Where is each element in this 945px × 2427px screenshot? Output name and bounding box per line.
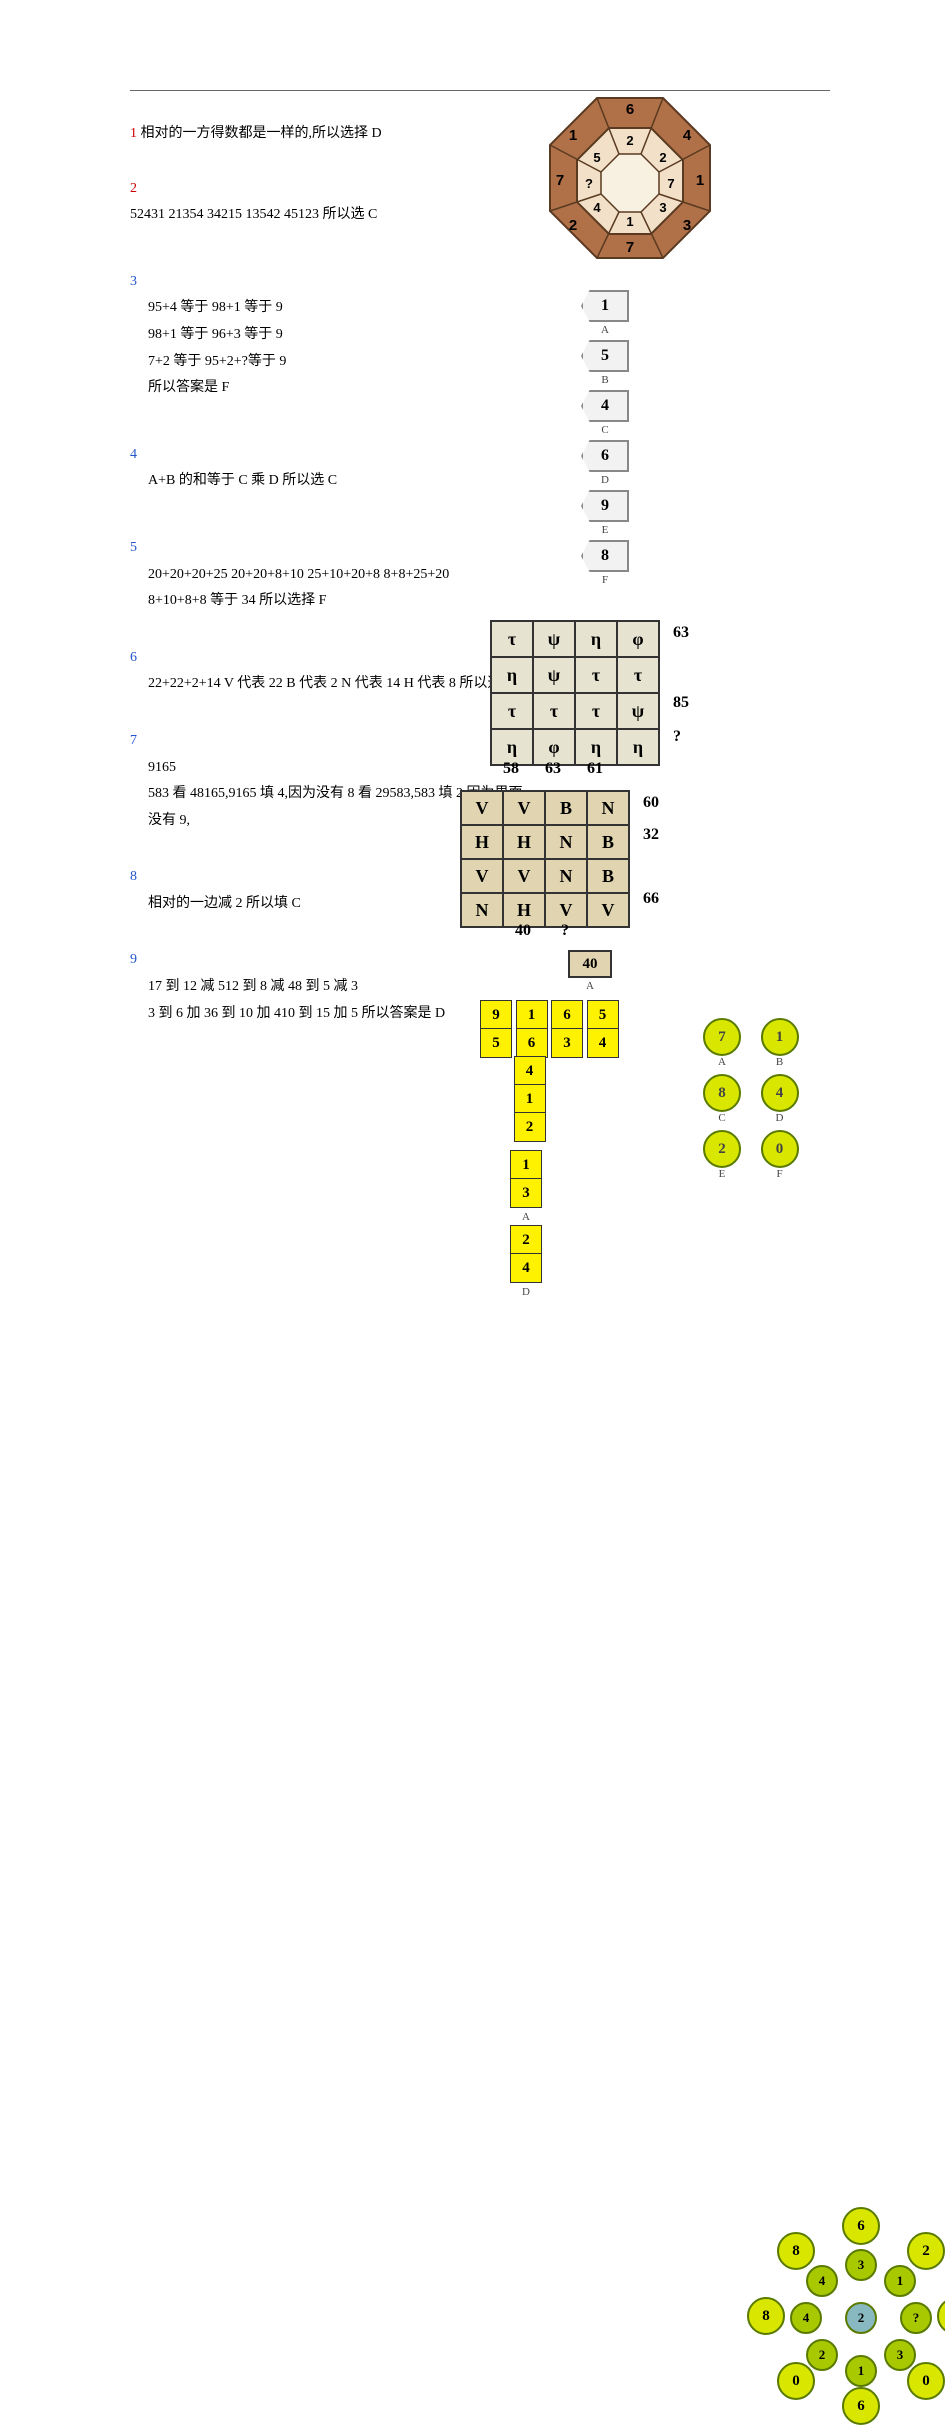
hex-answer-c: 4 C [575, 390, 635, 436]
hex-answer-a: 1 A [575, 290, 635, 336]
q6-num: 6 [130, 650, 137, 665]
q1-num: 1 [130, 126, 137, 141]
svg-text:4: 4 [683, 127, 692, 144]
svg-text:3: 3 [659, 200, 666, 215]
greek-r0: 63 [665, 624, 689, 642]
let-b1: 40 [502, 922, 544, 940]
letter-table: VV BN HH NB VV NB NH VV 60 32 66 40 ? [460, 790, 630, 928]
top-rule [130, 90, 830, 91]
svg-text:3: 3 [683, 217, 691, 234]
q7-top-answer: 40 A [560, 950, 620, 992]
q5-l1: 20+20+20+25 20+20+8+10 25+10+20+8 8+8+25… [148, 562, 528, 589]
q1-text: 相对的一方得数都是一样的,所以选择 D [141, 126, 382, 141]
hex-answer-f: 8 F [575, 540, 635, 586]
q9-l1: 17 到 12 减 512 到 8 减 48 到 5 减 3 [148, 974, 885, 1001]
let-b2: ? [544, 922, 586, 940]
greek-r3: ? [665, 728, 681, 746]
svg-text:2: 2 [626, 133, 633, 148]
svg-text:7: 7 [556, 172, 564, 189]
q7-num: 7 [130, 733, 137, 748]
q9-num: 9 [130, 952, 137, 967]
greek-table: τψ ηφ ηψ ττ ττ τψ ηφ ηη 63 85 ? 58 63 61 [490, 620, 660, 766]
hex-answer-e: 9 E [575, 490, 635, 536]
q3-num: 3 [130, 274, 137, 289]
q4: 4 A+B 的和等于 C 乘 D 所以选 C [130, 442, 885, 495]
q1: 1 相对的一方得数都是一样的,所以选择 D [130, 121, 885, 148]
yellow-grid: 9 1 6 5 5 6 3 4 4 1 2 [480, 1000, 619, 1140]
q6-text: 22+22+2+14 V 代表 22 B 代表 2 N 代表 14 H 代表 8… [148, 671, 528, 698]
q9-circles: 6 2 0 0 6 0 8 8 3 1 ? 3 1 2 4 4 2 [740, 2205, 945, 2425]
svg-text:7: 7 [626, 239, 634, 256]
greek-b1: 63 [532, 760, 574, 778]
q2: 2 52431 21354 34215 13542 45123 所以选 C [130, 176, 885, 229]
q4-text: A+B 的和等于 C 乘 D 所以选 C [148, 468, 885, 495]
svg-text:5: 5 [593, 150, 600, 165]
svg-text:6: 6 [626, 101, 634, 118]
greek-b0: 58 [490, 760, 532, 778]
let-r1: 32 [635, 826, 659, 844]
hex-answer-b: 5 B [575, 340, 635, 386]
svg-text:1: 1 [626, 214, 633, 229]
q2-text: 52431 21354 34215 13542 45123 所以选 C [130, 202, 885, 229]
svg-text:?: ? [585, 176, 593, 191]
q8-answers: 7A 1B 8C 4D 2E 0F [695, 1015, 835, 1183]
let-r3: 66 [635, 890, 659, 908]
svg-text:2: 2 [569, 217, 577, 234]
svg-text:4: 4 [593, 200, 601, 215]
svg-text:1: 1 [569, 127, 577, 144]
hex-answers: 1 A 5 B 4 C 6 D 9 E 8 F [575, 290, 635, 590]
greek-grid: τψ ηφ ηψ ττ ττ τψ ηφ ηη [490, 620, 660, 766]
q3-l2: 98+1 等于 96+3 等于 9 [148, 322, 885, 349]
let-b0 [460, 922, 502, 940]
svg-text:1: 1 [696, 172, 704, 189]
q8-num: 8 [130, 869, 137, 884]
yellow-lower-1: 1 3 A [510, 1150, 542, 1224]
letter-grid: VV BN HH NB VV NB NH VV [460, 790, 630, 928]
let-r0: 60 [635, 794, 659, 812]
q4-num: 4 [130, 447, 137, 462]
q3-l1: 95+4 等于 98+1 等于 9 [148, 295, 885, 322]
yellow-lower-2: 2 4 D [510, 1225, 542, 1299]
q3-l3: 7+2 等于 95+2+?等于 9 [148, 349, 885, 376]
q5-num: 5 [130, 540, 137, 555]
q3-l4: 所以答案是 F [148, 375, 885, 402]
octagon-svg: 6 4 1 3 7 2 7 1 2 2 7 3 1 4 ? 5 [535, 90, 725, 280]
q3: 3 95+4 等于 98+1 等于 9 98+1 等于 96+3 等于 9 7+… [130, 269, 885, 402]
svg-text:7: 7 [667, 176, 674, 191]
q5: 5 20+20+20+25 20+20+8+10 25+10+20+8 8+8+… [130, 535, 885, 615]
q5-l2: 8+10+8+8 等于 34 所以选择 F [148, 588, 885, 615]
greek-r2: 85 [665, 694, 689, 712]
hex-answer-d: 6 D [575, 440, 635, 486]
svg-text:2: 2 [659, 150, 666, 165]
octagon-figure: 6 4 1 3 7 2 7 1 2 2 7 3 1 4 ? 5 [535, 90, 725, 285]
greek-b2: 61 [574, 760, 616, 778]
q2-num: 2 [130, 181, 137, 196]
